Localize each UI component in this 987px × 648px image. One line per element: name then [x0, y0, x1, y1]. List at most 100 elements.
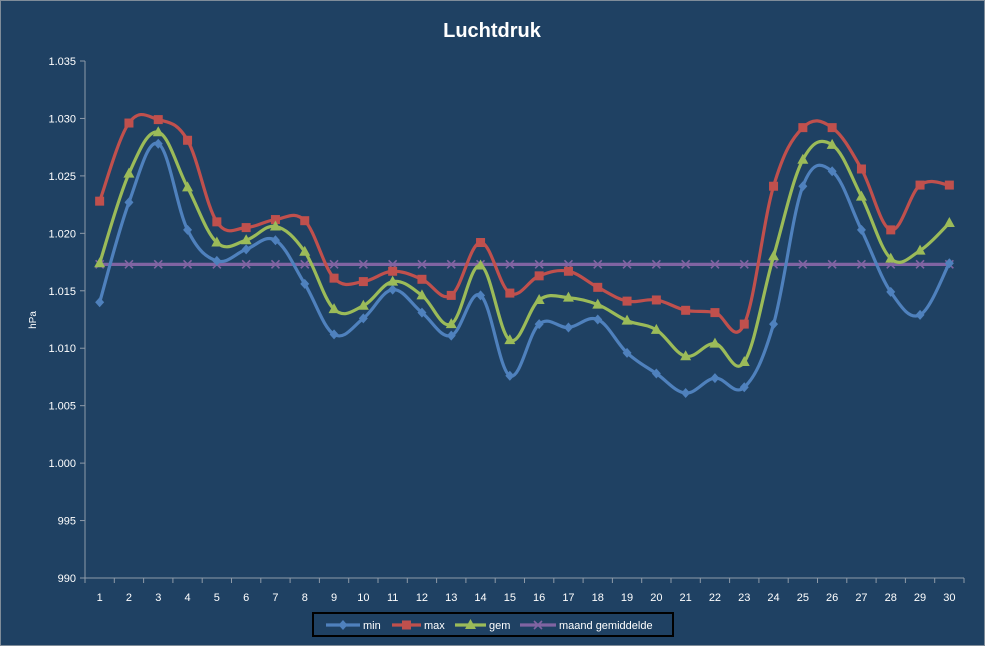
data-point-max: [241, 223, 251, 233]
x-tick-label: 3: [155, 592, 161, 604]
data-point-max: [183, 135, 193, 145]
data-point-maand-gemiddelde: [622, 259, 632, 269]
x-tick-label: 4: [184, 592, 190, 604]
data-point-gem: [416, 289, 428, 300]
x-tick-label: 28: [885, 592, 897, 604]
data-point-min: [153, 138, 163, 149]
data-point-gem: [680, 350, 692, 361]
data-point-gem: [182, 181, 194, 192]
x-tick-label: 12: [416, 592, 428, 604]
data-point-max: [153, 115, 163, 125]
x-tick-label: 18: [592, 592, 604, 604]
axes: 990 995 1.000 1.005 1.010 1.015 1.020 1.025 1.03…: [48, 56, 965, 604]
y-tick-label: 1.030: [48, 113, 76, 125]
series-gem: [94, 126, 955, 368]
x-tick-label: 5: [214, 592, 220, 604]
data-point-min: [563, 322, 573, 333]
data-point-gem: [504, 334, 516, 345]
data-point-max: [593, 282, 603, 292]
data-point-min: [944, 258, 954, 269]
data-point-max: [827, 123, 837, 133]
data-point-maand-gemiddelde: [856, 259, 867, 269]
data-point-maand-gemiddelde: [739, 259, 749, 269]
data-point-gem: [299, 245, 311, 256]
x-tick-label: 27: [855, 592, 867, 604]
data-point-max: [798, 123, 808, 133]
data-point-maand-gemiddelde: [417, 259, 427, 269]
data-point-max: [270, 215, 280, 225]
data-point-min: [651, 368, 661, 379]
data-point-max: [212, 217, 222, 227]
data-point-min: [417, 307, 427, 318]
data-point-min: [681, 388, 691, 399]
data-point-min: [769, 319, 779, 330]
data-point-min: [95, 297, 105, 308]
x-tick-label: 26: [826, 592, 838, 604]
x-tick-label: 24: [767, 592, 779, 604]
x-tick-label: 13: [445, 592, 457, 604]
data-point-max: [95, 196, 105, 206]
legend-marker-min: [338, 620, 348, 630]
x-tick-label: 10: [357, 592, 369, 604]
data-point-maand-gemiddelde: [270, 259, 281, 269]
data-point-max: [915, 180, 925, 190]
data-point-maand-gemiddelde: [329, 259, 339, 269]
data-point-max: [446, 290, 456, 300]
data-point-maand-gemiddelde: [182, 259, 193, 269]
data-point-gem: [768, 250, 780, 261]
x-tick-label: 7: [272, 592, 278, 604]
data-point-gem: [943, 216, 955, 227]
data-point-gem: [94, 257, 106, 268]
data-point-min: [798, 181, 808, 192]
data-point-gem: [152, 126, 164, 137]
data-point-gem: [562, 291, 574, 302]
data-point-maand-gemiddelde: [827, 259, 837, 269]
y-tick-label: 995: [58, 516, 76, 528]
series-line-min: [98, 141, 951, 395]
x-tick-label: 23: [738, 592, 750, 604]
y-tick-label: 990: [58, 573, 76, 585]
data-point-min: [739, 382, 749, 393]
data-point-min: [124, 197, 134, 208]
data-point-min: [329, 329, 339, 340]
data-point-min: [183, 224, 193, 235]
y-tick-label: 1.020: [48, 228, 76, 240]
y-tick-label: 1.025: [48, 171, 76, 183]
legend: min max gem maand gemiddelde: [312, 612, 674, 637]
data-point-max: [358, 277, 368, 287]
y-tick-label: 1.005: [48, 401, 76, 413]
data-point-maand-gemiddelde: [651, 259, 661, 269]
data-point-gem: [387, 275, 399, 286]
data-point-gem: [621, 314, 633, 325]
x-tick-label: 20: [650, 592, 662, 604]
legend-label-min: min: [363, 620, 381, 632]
data-point-min: [300, 278, 310, 289]
x-tick-label: 14: [474, 592, 486, 604]
data-point-min: [505, 370, 515, 381]
data-point-max: [710, 308, 720, 318]
x-tick-label: 1: [97, 592, 103, 604]
data-point-max: [300, 216, 310, 226]
data-point-gem: [650, 323, 662, 334]
x-tick-label: 8: [302, 592, 308, 604]
data-point-gem: [826, 138, 838, 149]
data-point-min: [534, 319, 544, 330]
legend-marker-gem: [465, 619, 476, 629]
data-point-min: [270, 235, 280, 246]
data-point-max: [622, 296, 632, 306]
data-point-max: [534, 271, 544, 281]
x-tick-label: 11: [387, 592, 398, 604]
y-tick-label: 1.010: [48, 343, 76, 355]
data-point-max: [124, 118, 134, 128]
data-point-gem: [885, 252, 897, 263]
x-tick-label: 15: [504, 592, 516, 604]
x-tick-label: 22: [709, 592, 721, 604]
x-tick-label: 21: [680, 592, 692, 604]
data-point-gem: [445, 318, 457, 329]
data-point-max: [739, 319, 749, 329]
legend-marker-maand-gemiddelde: [533, 620, 543, 630]
data-point-gem: [240, 234, 252, 245]
data-point-maand-gemiddelde: [358, 259, 368, 269]
data-point-min: [886, 286, 896, 297]
